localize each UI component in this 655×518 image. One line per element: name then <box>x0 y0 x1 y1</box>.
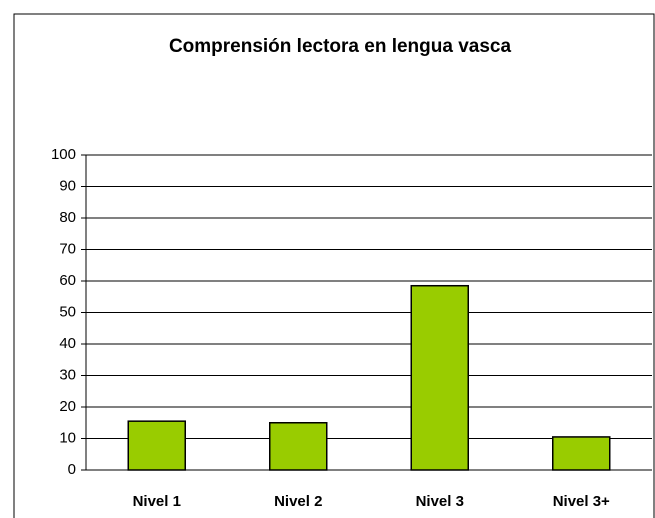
y-tick-label: 90 <box>59 177 76 194</box>
y-tick-label: 40 <box>59 335 76 352</box>
y-tick-label: 50 <box>59 303 76 320</box>
chart-title: Comprensión lectora en lengua vasca <box>169 36 512 57</box>
bar <box>552 436 611 471</box>
y-tick-label: 10 <box>59 429 76 446</box>
y-tick-label: 100 <box>51 146 76 163</box>
x-tick-label: Nivel 2 <box>274 493 322 510</box>
y-tick-label: 30 <box>59 366 76 383</box>
y-tick-label: 20 <box>59 398 76 415</box>
bar <box>127 420 186 471</box>
bar <box>269 422 328 471</box>
x-tick-label: Nivel 3+ <box>553 493 610 510</box>
x-tick-label: Nivel 3 <box>416 493 464 510</box>
y-tick-label: 60 <box>59 272 76 289</box>
chart-frame <box>13 13 655 518</box>
y-tick-label: 70 <box>59 240 76 257</box>
bar <box>410 284 469 471</box>
x-tick-label: Nivel 1 <box>133 493 181 510</box>
y-tick-label: 0 <box>68 461 76 478</box>
y-tick-label: 80 <box>59 209 76 226</box>
